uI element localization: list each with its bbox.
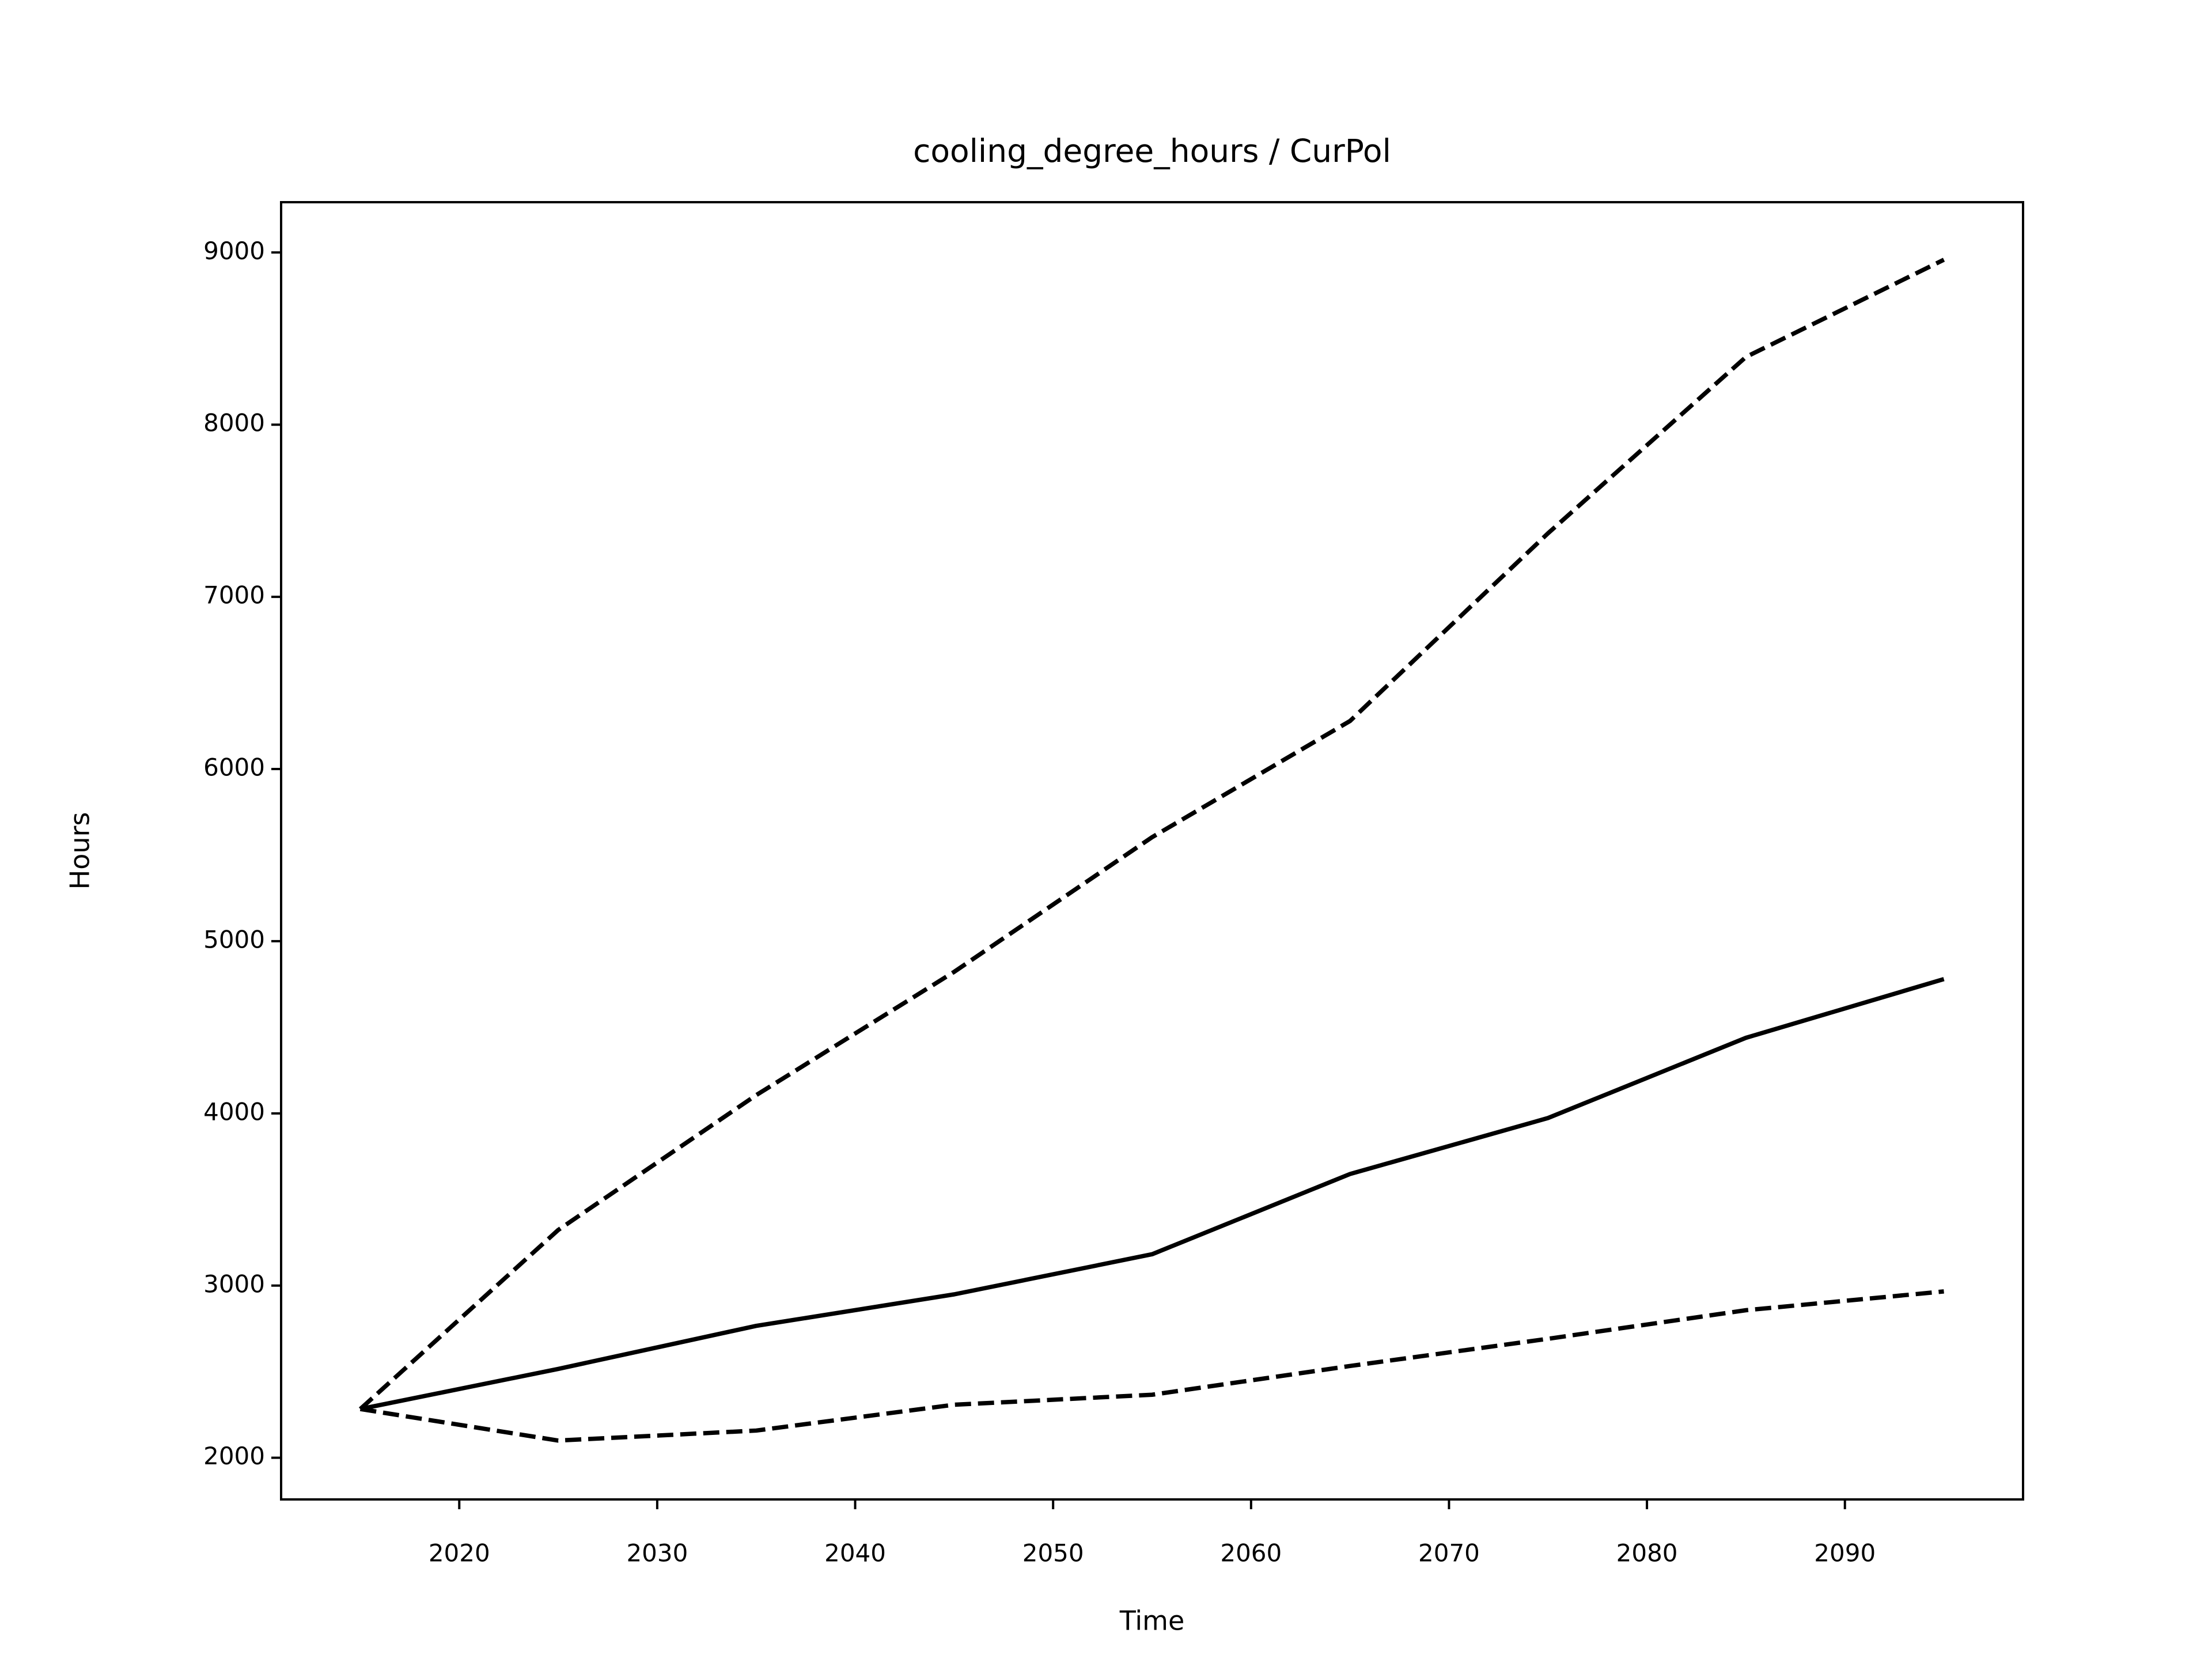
chart-title: cooling_degree_hours / CurPol	[913, 132, 1391, 169]
series-line	[359, 977, 1945, 1411]
y-tick-label: 7000	[203, 581, 265, 609]
x-tick-label: 2070	[1418, 1539, 1480, 1567]
x-tick-label: 2040	[824, 1539, 886, 1567]
x-tick-label: 2020	[429, 1539, 490, 1567]
y-tick-label: 9000	[203, 237, 265, 265]
x-tick-label: 2050	[1022, 1539, 1084, 1567]
x-tick-label: 2060	[1220, 1539, 1282, 1567]
y-tick-label: 5000	[203, 925, 265, 953]
y-tick-label: 3000	[203, 1270, 265, 1298]
x-tick-label: 2030	[626, 1539, 688, 1567]
y-tick-label: 2000	[203, 1442, 265, 1470]
x-axis-label: Time	[1119, 1605, 1185, 1637]
x-tick-label: 2090	[1814, 1539, 1876, 1567]
series-line	[359, 1289, 1944, 1443]
y-tick-label: 6000	[203, 753, 265, 782]
series-line	[358, 257, 1945, 1411]
axes-frame	[280, 201, 2024, 1501]
y-tick-label: 8000	[203, 409, 265, 437]
y-tick-label: 4000	[203, 1097, 265, 1126]
x-tick-label: 2080	[1616, 1539, 1678, 1567]
y-axis-label: Hours	[65, 812, 96, 890]
